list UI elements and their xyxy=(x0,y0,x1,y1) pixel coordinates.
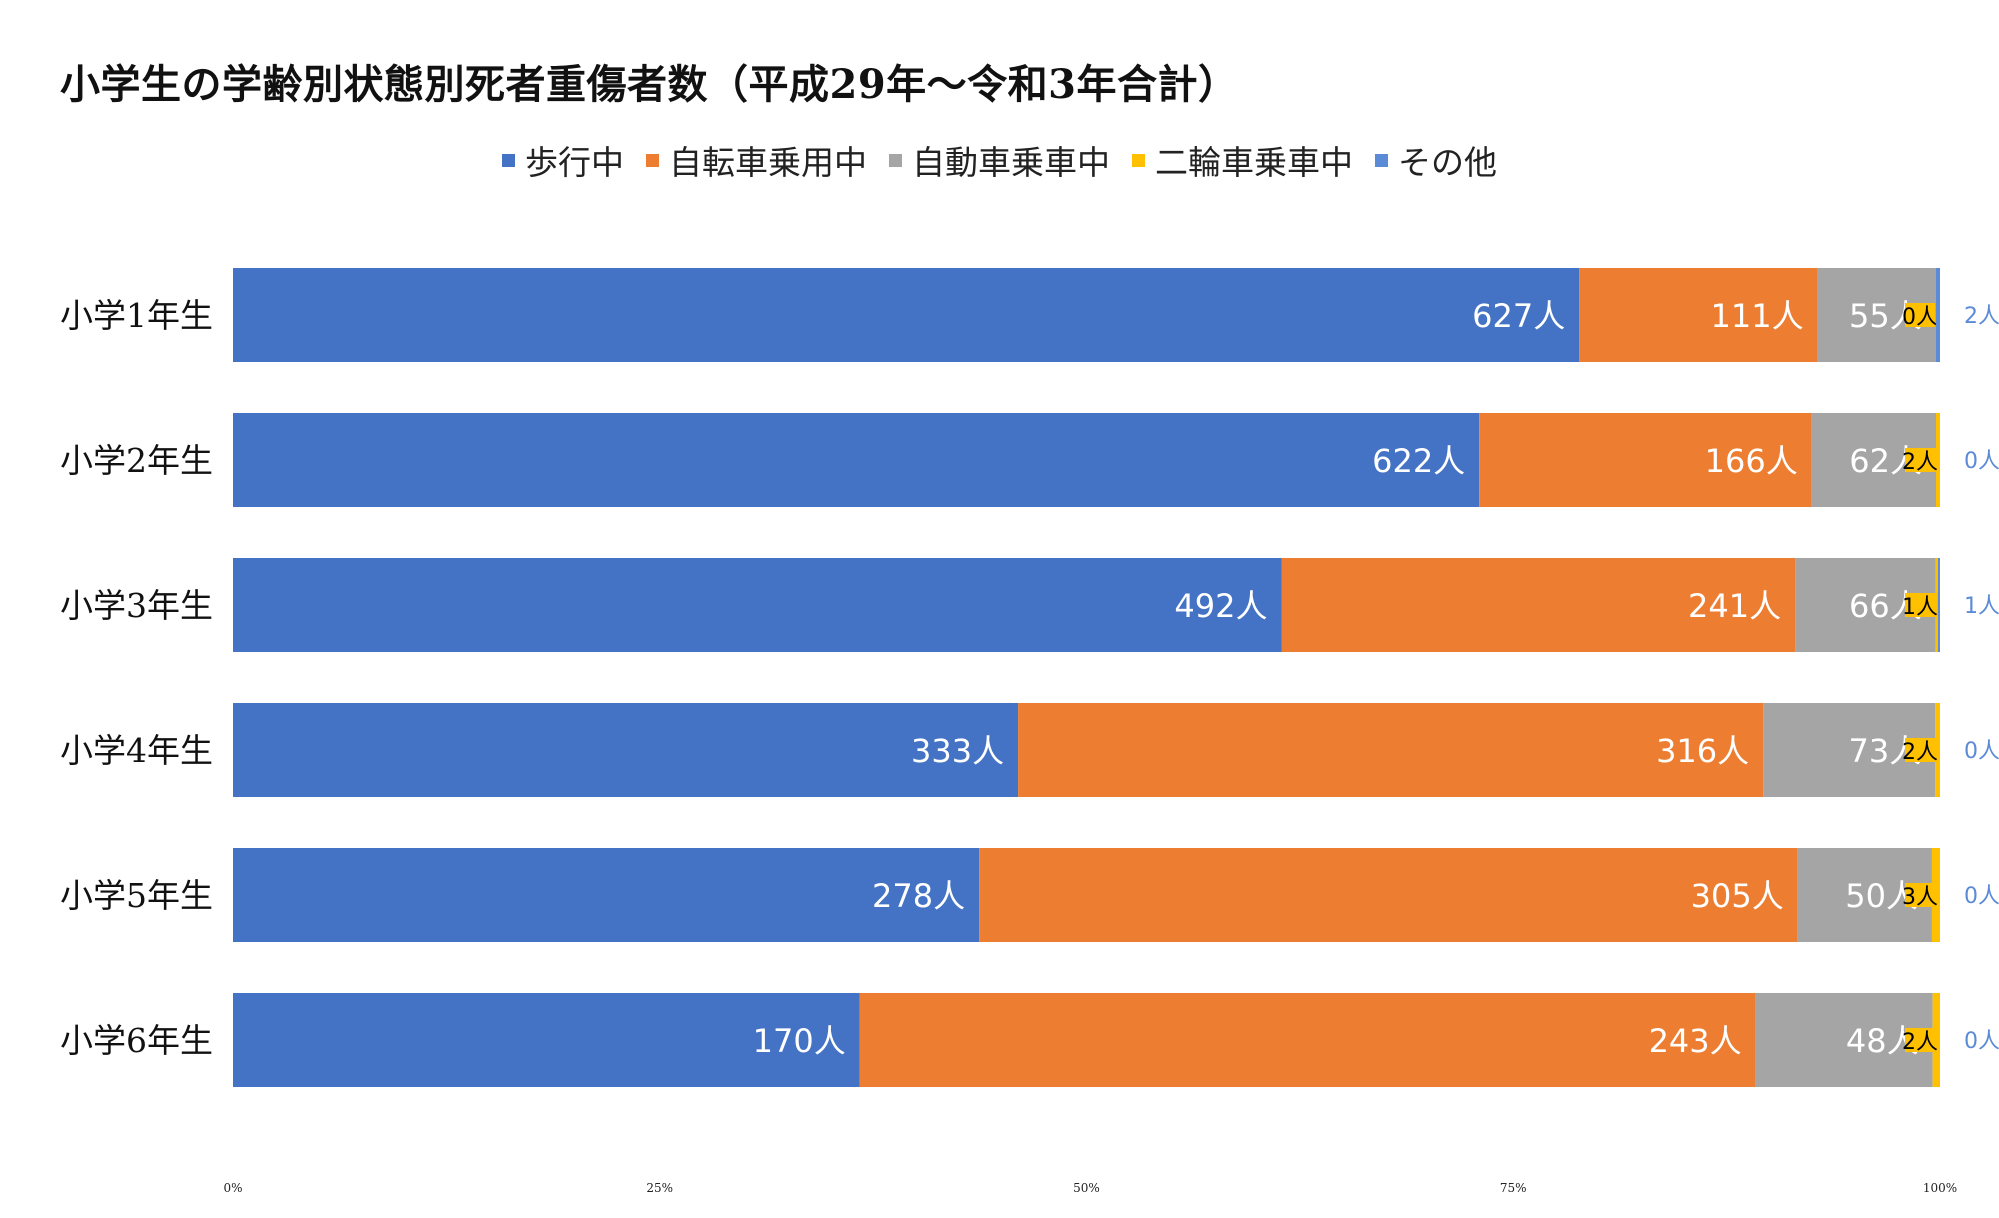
legend-label: 歩行中 xyxy=(525,143,624,182)
data-label: 0人 xyxy=(1902,305,1938,330)
bar-segment xyxy=(859,993,1756,1087)
legend-item-1: 歩行中 xyxy=(502,136,624,184)
data-label: 2人 xyxy=(1902,450,1938,475)
data-label-highlight xyxy=(1905,448,1939,472)
legend-item-5: その他 xyxy=(1375,136,1497,184)
bar-segment xyxy=(1755,993,1933,1087)
data-label: 1人 xyxy=(1902,595,1938,620)
data-label: 170人 xyxy=(753,1022,846,1060)
bar-segment xyxy=(979,848,1798,942)
bar-segment xyxy=(1935,268,1940,362)
data-label-highlight xyxy=(1905,1028,1939,1052)
data-label: 278人 xyxy=(872,877,965,915)
data-label: 243人 xyxy=(1649,1022,1742,1060)
data-label: 627人 xyxy=(1472,297,1565,335)
bar-segment xyxy=(233,558,1282,652)
legend-label: 自動車乗車中 xyxy=(912,143,1110,182)
x-tick-label: 75% xyxy=(1500,1181,1527,1195)
legend: 歩行中 自転車乗用中 自動車乗車中 二輪車乗車中 その他 xyxy=(0,136,1999,184)
data-label: 241人 xyxy=(1688,587,1781,625)
legend-item-4: 二輪車乗車中 xyxy=(1132,136,1353,184)
data-label: 111人 xyxy=(1711,297,1804,335)
data-label: 0人 xyxy=(1964,1029,1999,1054)
category-label: 小学5年生 xyxy=(60,876,213,915)
x-tick-label: 0% xyxy=(223,1181,242,1195)
category-label: 小学1年生 xyxy=(60,296,213,335)
bar-segment xyxy=(1281,558,1796,652)
x-tick-label: 25% xyxy=(646,1181,673,1195)
legend-swatch xyxy=(1375,153,1388,167)
data-label: 305人 xyxy=(1691,877,1784,915)
bar-segment xyxy=(1937,558,1940,652)
bar-segment xyxy=(233,268,1580,362)
data-label: 1人 xyxy=(1964,594,1999,619)
bar-segment xyxy=(1579,268,1818,362)
legend-label: その他 xyxy=(1398,143,1497,182)
data-label: 316人 xyxy=(1656,732,1749,770)
bar-segment xyxy=(233,848,980,942)
category-label: 小学4年生 xyxy=(60,731,213,770)
legend-label: 二輪車乗車中 xyxy=(1155,143,1353,182)
data-label-highlight xyxy=(1905,303,1939,327)
legend-swatch xyxy=(889,153,902,167)
data-label-highlight xyxy=(1905,883,1939,907)
data-label: 333人 xyxy=(911,732,1004,770)
data-label: 622人 xyxy=(1372,442,1465,480)
category-label: 小学2年生 xyxy=(60,441,213,480)
data-label: 0人 xyxy=(1964,739,1999,764)
legend-swatch xyxy=(502,153,515,167)
bar-segment xyxy=(1479,413,1812,507)
bar-segment xyxy=(233,703,1019,797)
data-label: 492人 xyxy=(1174,587,1267,625)
data-label: 2人 xyxy=(1902,740,1938,765)
data-label: 166人 xyxy=(1705,442,1798,480)
data-label: 0人 xyxy=(1964,884,1999,909)
bar-segment xyxy=(233,413,1480,507)
chart-title: 小学生の学齢別状態別死者重傷者数（平成29年〜令和3年合計） xyxy=(60,61,1239,108)
data-label: 0人 xyxy=(1964,449,1999,474)
legend-swatch xyxy=(646,153,659,167)
x-tick-label: 50% xyxy=(1073,1181,1100,1195)
legend-item-3: 自動車乗車中 xyxy=(889,136,1110,184)
legend-label: 自転車乗用中 xyxy=(669,143,867,182)
category-label: 小学6年生 xyxy=(60,1021,213,1060)
data-label-highlight xyxy=(1905,593,1939,617)
legend-item-2: 自転車乗用中 xyxy=(646,136,867,184)
data-label: 3人 xyxy=(1902,885,1938,910)
data-label-highlight xyxy=(1905,738,1939,762)
x-tick-label: 100% xyxy=(1923,1181,1957,1195)
legend-swatch xyxy=(1132,153,1145,167)
category-label: 小学3年生 xyxy=(60,586,213,625)
data-label: 2人 xyxy=(1964,304,1999,329)
bar-segment xyxy=(233,993,860,1087)
bar-segment xyxy=(1018,703,1764,797)
data-label: 2人 xyxy=(1902,1030,1938,1055)
